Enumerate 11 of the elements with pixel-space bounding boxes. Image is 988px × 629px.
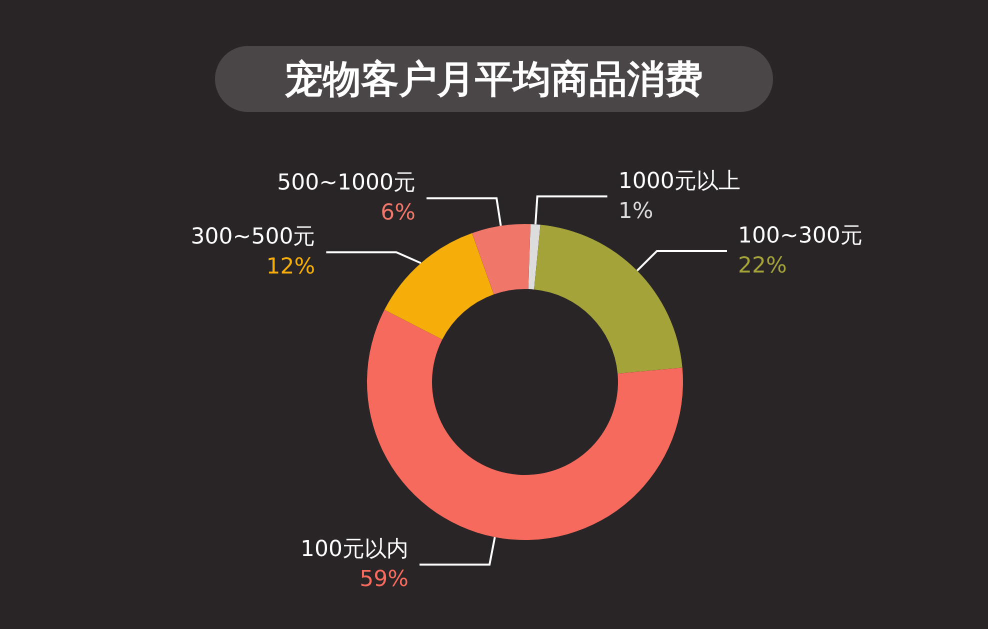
slice-label: 300~500元 — [190, 224, 316, 250]
slice-label: 100元以内 — [300, 537, 409, 562]
chart-title: 宠物客户月平均商品消费 — [284, 57, 703, 101]
slice-label: 500~1000元 — [277, 170, 416, 196]
data-label: 12% — [266, 254, 316, 280]
data-label: 6% — [380, 200, 416, 226]
data-label: 1% — [618, 198, 654, 224]
data-label: 22% — [738, 253, 787, 278]
slice-label: 100~300元 — [738, 223, 862, 248]
data-label: 59% — [360, 567, 409, 592]
slice-label: 1000元以上 — [618, 168, 740, 194]
